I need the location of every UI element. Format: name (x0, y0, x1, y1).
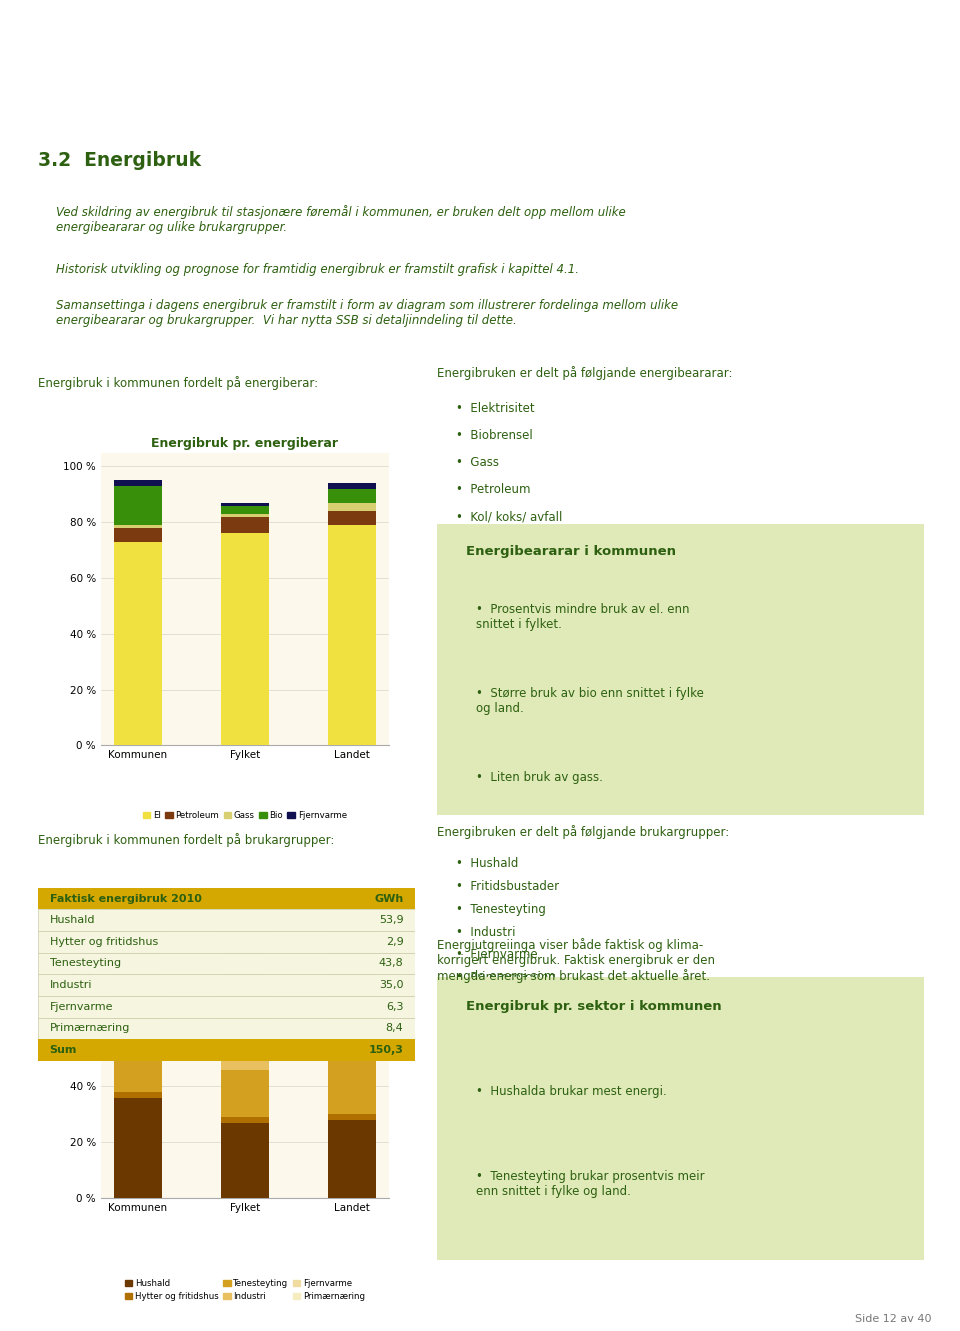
Text: 2,9: 2,9 (386, 937, 403, 946)
Bar (327, 503, 375, 511)
Bar (114, 946, 162, 1012)
Text: 53,9: 53,9 (379, 916, 403, 925)
Text: Faktisk energibruk 2010: Faktisk energibruk 2010 (50, 893, 202, 904)
Bar (114, 486, 162, 524)
Text: •  Gass: • Gass (456, 457, 499, 469)
Text: •  Fjernvarme: • Fjernvarme (456, 948, 538, 961)
Bar (221, 534, 269, 745)
Text: Historisk utvikling og prognose for framtidig energibruk er framstilt grafisk i : Historisk utvikling og prognose for fram… (56, 264, 579, 277)
Bar (114, 918, 162, 933)
Text: •  Fritidsbustader: • Fritidsbustader (456, 880, 560, 893)
FancyBboxPatch shape (38, 888, 415, 909)
Title: Energibruk pr. brukargruppe: Energibruk pr. brukargruppe (144, 889, 346, 902)
Text: Energibruken er delt på følgjande brukargrupper:: Energibruken er delt på følgjande brukar… (437, 825, 729, 839)
Bar (327, 946, 375, 1058)
FancyBboxPatch shape (38, 996, 415, 1017)
Text: •  Større bruk av bio enn snittet i fylke
og land.: • Større bruk av bio enn snittet i fylke… (476, 687, 704, 715)
Bar (114, 1098, 162, 1198)
Text: Industri: Industri (50, 980, 92, 990)
FancyBboxPatch shape (36, 860, 420, 1271)
Text: Primærnæring: Primærnæring (50, 1024, 130, 1033)
FancyBboxPatch shape (427, 972, 934, 1266)
Text: 35,0: 35,0 (379, 980, 403, 990)
FancyBboxPatch shape (36, 401, 420, 819)
Text: Energibruk i kommunen fordelt på energiberar:: Energibruk i kommunen fordelt på energib… (38, 377, 319, 390)
Text: 43,8: 43,8 (378, 958, 403, 969)
Bar (221, 946, 269, 1070)
Bar (221, 918, 269, 938)
FancyBboxPatch shape (38, 932, 415, 953)
Text: •  Tenesteyting: • Tenesteyting (456, 902, 546, 916)
Bar (327, 1119, 375, 1198)
Bar (327, 511, 375, 524)
Bar (114, 933, 162, 946)
Bar (221, 1117, 269, 1122)
Bar (114, 1012, 162, 1091)
Text: •  Liten bruk av gass.: • Liten bruk av gass. (476, 771, 603, 784)
Text: Tenesteyting: Tenesteyting (50, 958, 121, 969)
Bar (114, 528, 162, 542)
Text: •  Elektrisitet: • Elektrisitet (456, 402, 535, 415)
Text: Sum: Sum (50, 1045, 77, 1055)
Text: •  Biobrensel: • Biobrensel (456, 429, 533, 442)
Bar (221, 514, 269, 516)
Bar (221, 1070, 269, 1117)
Bar (221, 938, 269, 946)
Text: Energiutgreiinga viser både faktisk og klima-
korrigert energibruk. Faktisk ener: Energiutgreiinga viser både faktisk og k… (437, 937, 715, 982)
FancyBboxPatch shape (38, 953, 415, 974)
Bar (327, 483, 375, 488)
Bar (327, 524, 375, 745)
Bar (114, 480, 162, 486)
Title: Energibruk pr. energiberar: Energibruk pr. energiberar (152, 437, 338, 450)
Bar (114, 524, 162, 528)
Text: Energibruken er delt på følgjande energibeararar:: Energibruken er delt på følgjande energi… (437, 366, 732, 379)
Bar (327, 488, 375, 503)
Text: •  Tenesteyting brukar prosentvis meir
enn snittet i fylke og land.: • Tenesteyting brukar prosentvis meir en… (476, 1170, 705, 1198)
Text: •  Prosentvis mindre bruk av el. enn
snittet i fylket.: • Prosentvis mindre bruk av el. enn snit… (476, 603, 689, 631)
Text: Ved skildring av energibruk til stasjonære føremål i kommunen, er bruken delt op: Ved skildring av energibruk til stasjonæ… (56, 205, 626, 234)
FancyBboxPatch shape (38, 1040, 415, 1061)
Legend: Hushald, Hytter og fritidshus, Tenesteyting, Industri, Fjernvarme, Primærnæring: Hushald, Hytter og fritidshus, Tenesteyt… (121, 1275, 369, 1304)
Text: •  Petroleum: • Petroleum (456, 483, 531, 496)
Text: 6,3: 6,3 (386, 1002, 403, 1012)
Text: •  Hushald: • Hushald (456, 857, 518, 870)
FancyBboxPatch shape (427, 519, 934, 820)
Text: Energibruk i kommunen fordelt på brukargrupper:: Energibruk i kommunen fordelt på brukarg… (38, 833, 335, 847)
Bar (327, 918, 375, 938)
Bar (327, 1058, 375, 1114)
Text: Fjernvarme: Fjernvarme (50, 1002, 113, 1012)
Text: Side 12 av 40: Side 12 av 40 (854, 1314, 931, 1324)
Bar (221, 1122, 269, 1198)
Text: •  Primærnæring: • Primærnæring (456, 970, 556, 984)
FancyBboxPatch shape (38, 974, 415, 996)
Bar (221, 503, 269, 506)
Text: •  Hushalda brukar mest energi.: • Hushalda brukar mest energi. (476, 1085, 666, 1098)
FancyBboxPatch shape (38, 909, 415, 932)
Text: •  Industri: • Industri (456, 925, 516, 938)
Text: Energibeararar i kommunen: Energibeararar i kommunen (466, 544, 676, 558)
Bar (114, 542, 162, 745)
Text: Samansettinga i dagens energibruk er framstilt i form av diagram som illustrerer: Samansettinga i dagens energibruk er fra… (56, 299, 678, 327)
Text: Energibruk pr. sektor i kommunen: Energibruk pr. sektor i kommunen (466, 1000, 722, 1013)
Text: Hushald: Hushald (50, 916, 95, 925)
Bar (327, 1114, 375, 1119)
Text: 8,4: 8,4 (386, 1024, 403, 1033)
Text: GWh: GWh (374, 893, 403, 904)
Bar (221, 506, 269, 514)
Text: Energiutgreiing Stryn kommune 2011: Energiutgreiing Stryn kommune 2011 (700, 27, 936, 40)
Bar (327, 938, 375, 946)
FancyBboxPatch shape (38, 1017, 415, 1040)
Bar (114, 1091, 162, 1098)
Bar (221, 516, 269, 534)
Legend: El, Petroleum, Gass, Bio, Fjernvarme: El, Petroleum, Gass, Bio, Fjernvarme (139, 807, 350, 823)
Text: Hytter og fritidshus: Hytter og fritidshus (50, 937, 158, 946)
Text: 150,3: 150,3 (369, 1045, 403, 1055)
Text: •  Kol/ koks/ avfall: • Kol/ koks/ avfall (456, 510, 563, 523)
Text: 3.2  Energibruk: 3.2 Energibruk (38, 150, 202, 170)
